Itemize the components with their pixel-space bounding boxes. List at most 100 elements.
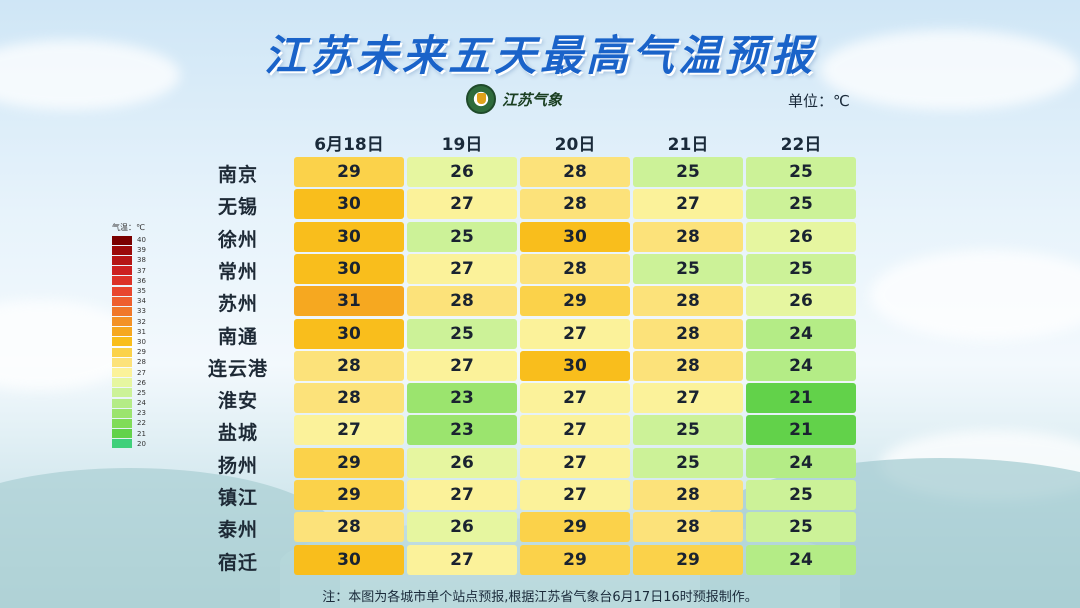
legend-entry: 38 bbox=[112, 255, 146, 265]
legend-swatch bbox=[112, 347, 132, 357]
city-label: 泰州 bbox=[217, 519, 258, 542]
legend-swatch bbox=[112, 388, 132, 398]
legend-entry: 33 bbox=[112, 306, 146, 316]
legend-entry: 34 bbox=[112, 296, 146, 306]
legend-value: 29 bbox=[137, 348, 146, 357]
footnote: 注：本图为各城市单个站点预报,根据江苏省气象台6月17日16时预报制作。 bbox=[322, 590, 758, 605]
temperature-cell: 28 bbox=[520, 253, 630, 284]
legend-swatch bbox=[112, 255, 132, 265]
legend-value: 22 bbox=[137, 419, 146, 428]
city-label: 淮安 bbox=[217, 390, 258, 413]
city-label: 常州 bbox=[217, 260, 258, 283]
logo-text: 江苏气象 bbox=[502, 90, 563, 109]
legend-value: 24 bbox=[137, 399, 146, 408]
temperature-cell: 28 bbox=[520, 189, 630, 220]
logo-emblem-icon bbox=[466, 84, 496, 114]
temperature-cell: 27 bbox=[520, 447, 630, 478]
temperature-cell: 30 bbox=[294, 189, 404, 220]
temperature-cell: 31 bbox=[294, 286, 404, 317]
column-header: 21日 bbox=[667, 135, 709, 155]
legend-entry: 26 bbox=[112, 378, 146, 388]
unit-label: 单位：℃ bbox=[788, 92, 850, 110]
legend-swatch bbox=[112, 245, 132, 255]
temperature-legend: 气温：℃ 40 39 38 37 36 35 34 33 32 31 30 29 28 27 26 25 24 2… bbox=[112, 222, 146, 449]
temperature-cell: 23 bbox=[407, 383, 517, 414]
temperature-cell: 27 bbox=[294, 415, 404, 446]
temperature-cell: 25 bbox=[746, 480, 856, 510]
city-label: 无锡 bbox=[217, 196, 258, 219]
legend-swatch bbox=[112, 286, 132, 296]
temperature-cell: 24 bbox=[746, 318, 856, 349]
legend-entry: 30 bbox=[112, 337, 146, 347]
column-header: 22日 bbox=[780, 135, 822, 155]
legend-entry: 36 bbox=[112, 276, 146, 286]
legend-value: 28 bbox=[137, 358, 146, 367]
legend-value: 38 bbox=[137, 256, 146, 265]
temperature-cell: 27 bbox=[633, 189, 743, 220]
legend-value: 21 bbox=[137, 429, 146, 438]
temperature-cell: 25 bbox=[633, 415, 743, 446]
legend-value: 23 bbox=[137, 409, 146, 418]
temperature-cell: 28 bbox=[633, 318, 743, 349]
city-label: 盐城 bbox=[217, 422, 258, 445]
legend-entry: 35 bbox=[112, 286, 146, 296]
temperature-cell: 30 bbox=[294, 544, 404, 575]
temperature-cell: 25 bbox=[633, 157, 743, 187]
legend-swatch bbox=[112, 418, 132, 428]
legend-swatch bbox=[112, 398, 132, 408]
temperature-cell: 26 bbox=[746, 221, 856, 252]
temperature-cell: 28 bbox=[633, 221, 743, 252]
legend-swatch bbox=[112, 337, 132, 347]
temperature-cell: 28 bbox=[294, 350, 404, 381]
legend-entry: 25 bbox=[112, 388, 146, 398]
temperature-cell: 29 bbox=[294, 157, 404, 187]
legend-entry: 31 bbox=[112, 327, 146, 337]
city-label: 苏州 bbox=[217, 293, 258, 316]
temperature-cell: 29 bbox=[520, 286, 630, 317]
legend-swatch bbox=[112, 296, 132, 306]
temperature-cell: 25 bbox=[407, 221, 517, 252]
temperature-cell: 29 bbox=[294, 447, 404, 478]
temperature-cell: 30 bbox=[520, 221, 630, 252]
temperature-cell: 27 bbox=[520, 318, 630, 349]
temperature-cell: 29 bbox=[633, 544, 743, 575]
legend-swatch bbox=[112, 317, 132, 327]
temperature-cell: 28 bbox=[294, 512, 404, 543]
temperature-cell: 27 bbox=[520, 480, 630, 510]
city-label: 宿迁 bbox=[217, 551, 258, 574]
legend-value: 25 bbox=[137, 388, 146, 397]
page-title: 江苏未来五天最高气温预报 bbox=[263, 31, 816, 80]
city-label: 连云港 bbox=[207, 357, 268, 380]
temperature-cell: 30 bbox=[520, 350, 630, 381]
temperature-cell: 25 bbox=[746, 157, 856, 187]
legend-swatch bbox=[112, 235, 132, 245]
temperature-cell: 27 bbox=[407, 189, 517, 220]
legend-swatch bbox=[112, 408, 132, 418]
temperature-cell: 21 bbox=[746, 383, 856, 414]
legend-swatch bbox=[112, 266, 132, 276]
legend-swatch bbox=[112, 429, 132, 439]
temperature-cell: 25 bbox=[746, 189, 856, 220]
temperature-cell: 28 bbox=[520, 157, 630, 187]
legend-value: 35 bbox=[137, 287, 146, 296]
legend-value: 31 bbox=[137, 327, 146, 336]
legend-entry: 40 bbox=[112, 235, 146, 245]
temperature-cell: 27 bbox=[407, 544, 517, 575]
legend-value: 33 bbox=[137, 307, 146, 316]
temperature-cell: 25 bbox=[633, 447, 743, 478]
legend-entry: 20 bbox=[112, 439, 146, 449]
temperature-cell: 24 bbox=[746, 350, 856, 381]
legend-title: 气温：℃ bbox=[112, 223, 145, 232]
temperature-cell: 29 bbox=[520, 512, 630, 543]
city-label: 镇江 bbox=[217, 487, 258, 509]
legend-swatch bbox=[112, 276, 132, 286]
temperature-cell: 21 bbox=[746, 415, 856, 446]
legend-entry: 37 bbox=[112, 266, 146, 276]
legend-entry: 23 bbox=[112, 408, 146, 418]
legend-swatch bbox=[112, 368, 132, 378]
legend-entry: 32 bbox=[112, 317, 146, 327]
legend-entry: 21 bbox=[112, 429, 146, 439]
temperature-cell: 24 bbox=[746, 447, 856, 478]
column-header: 20日 bbox=[554, 135, 596, 155]
legend-swatch bbox=[112, 327, 132, 337]
